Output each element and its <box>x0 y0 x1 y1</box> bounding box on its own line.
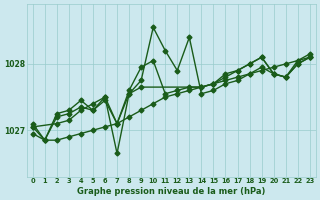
X-axis label: Graphe pression niveau de la mer (hPa): Graphe pression niveau de la mer (hPa) <box>77 187 266 196</box>
